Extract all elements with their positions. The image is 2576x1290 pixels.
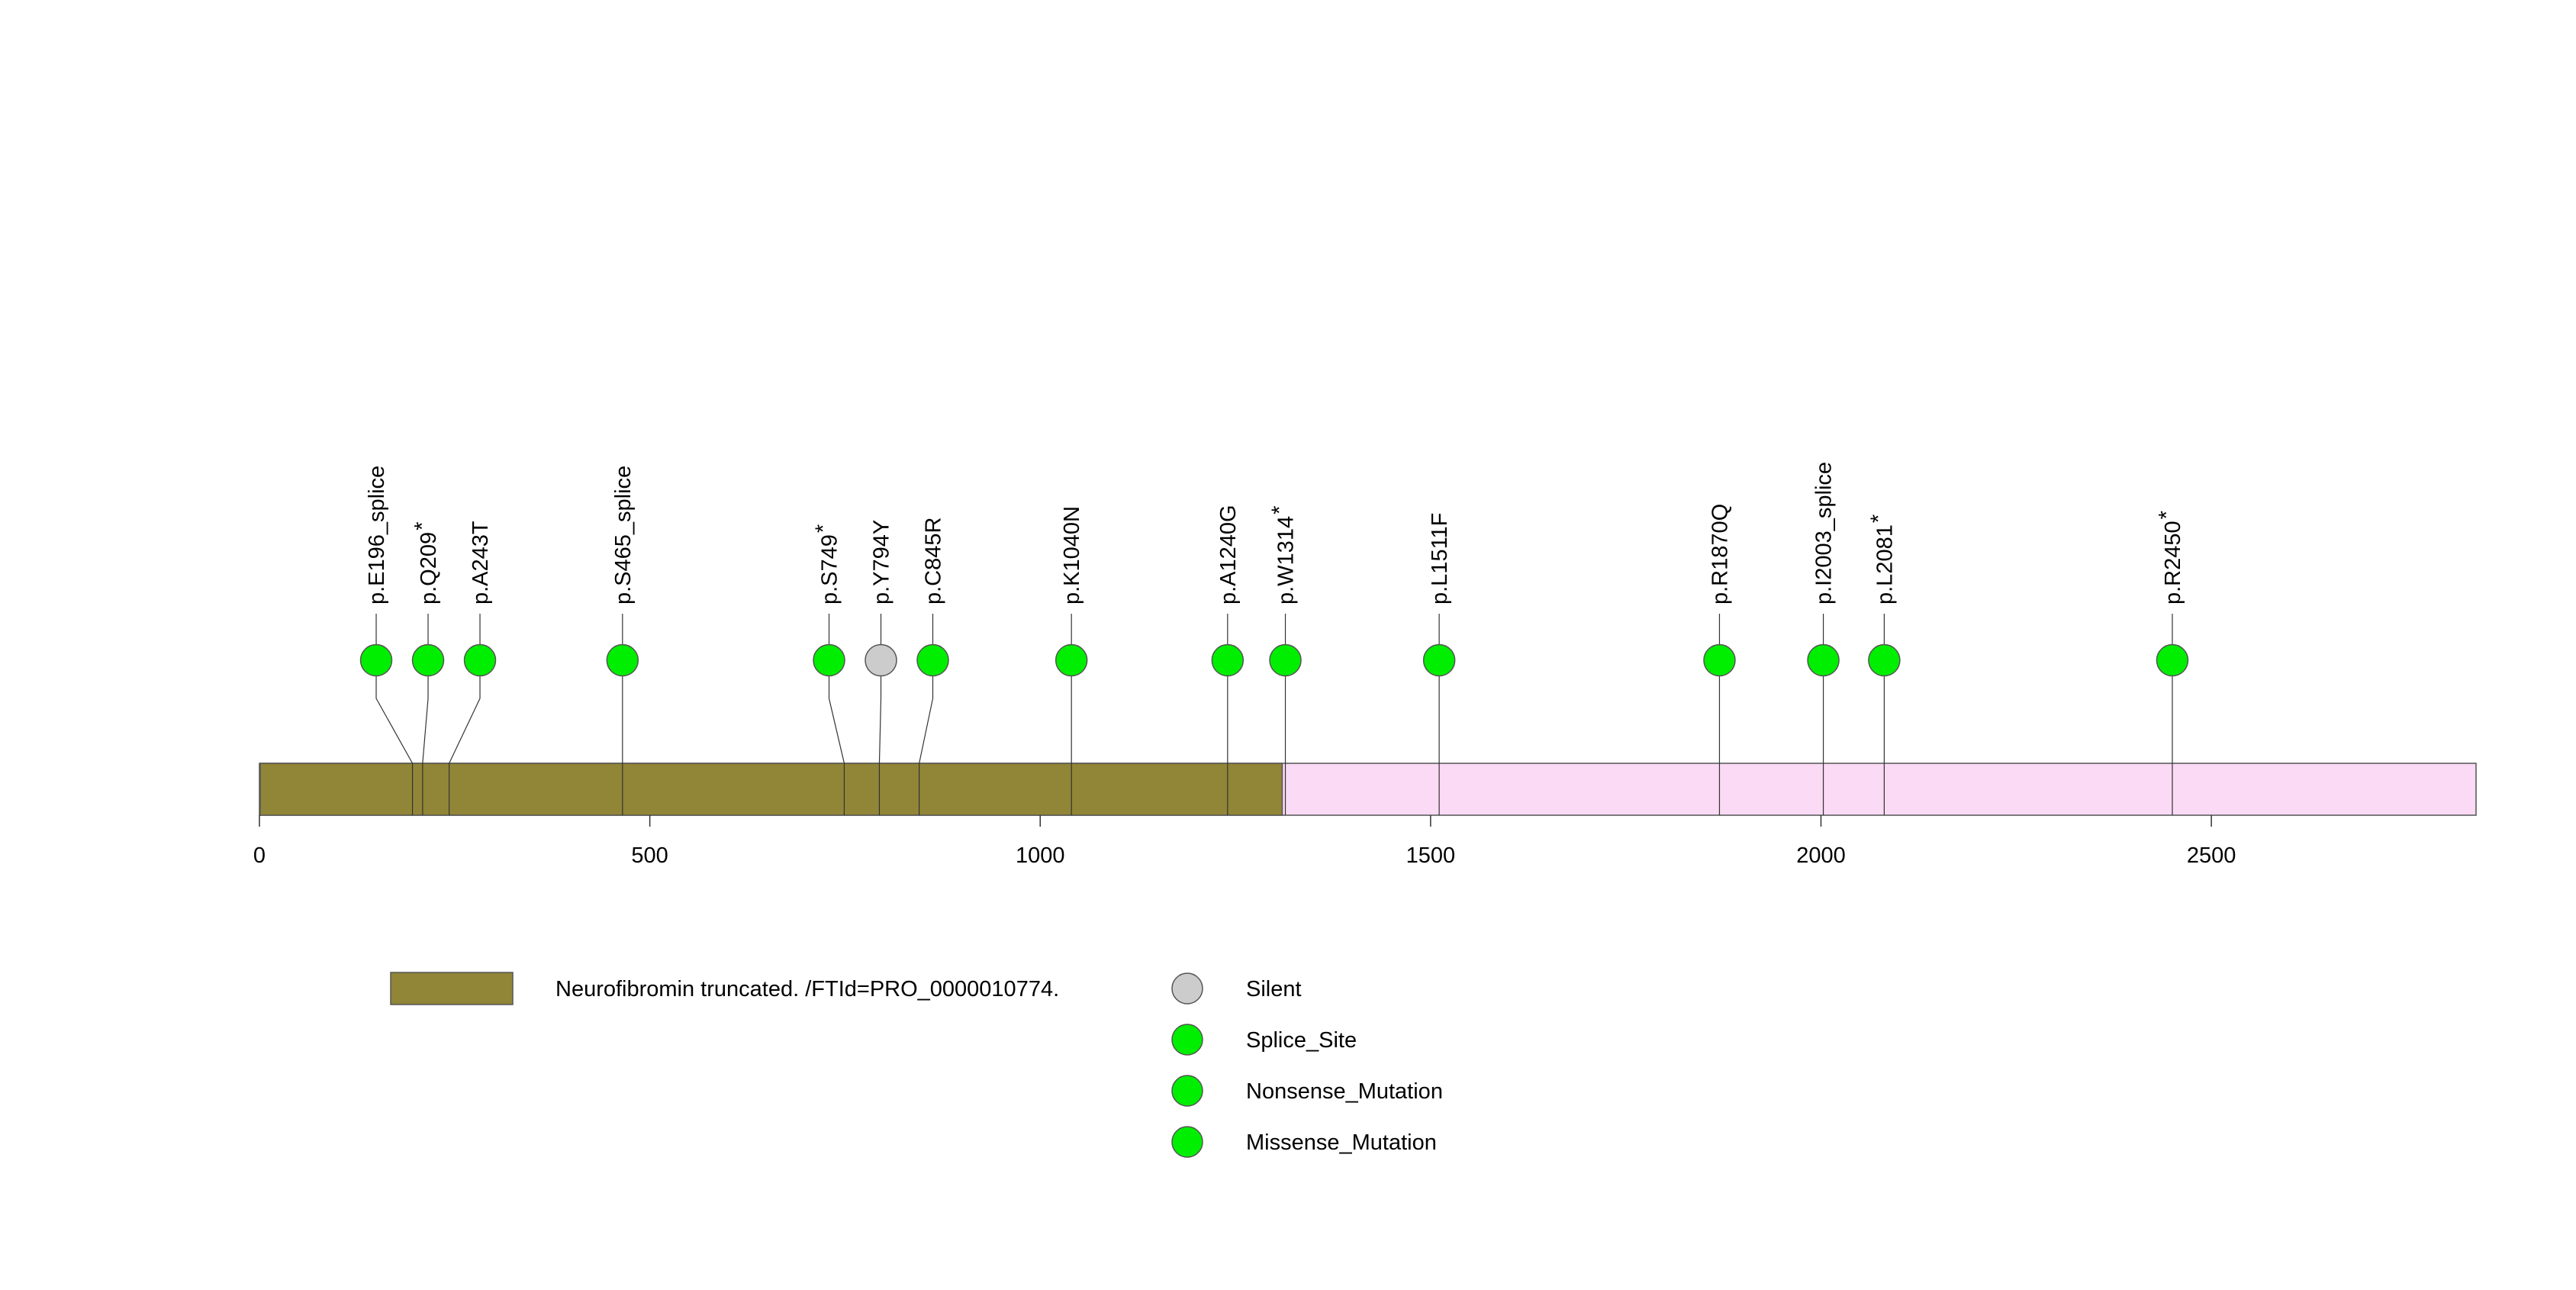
- mutation-label: p.S465_splice: [611, 466, 636, 605]
- mutation-stem: [449, 660, 481, 815]
- domain-bar: [259, 763, 1283, 816]
- mutation-label: p.L1511F: [1428, 513, 1452, 605]
- mutation-stem: [828, 660, 845, 815]
- mutation-head: [1868, 643, 1901, 677]
- legend-marker: [1171, 972, 1203, 1005]
- mutation-label: p.Q209*: [411, 522, 441, 605]
- mutation-stem: [375, 660, 414, 815]
- legend-item: Silent: [1171, 972, 1302, 1005]
- legend-label: Splice_Site: [1246, 1028, 1357, 1053]
- legend-item: Splice_Site: [1171, 1024, 1357, 1056]
- x-tick-label: 0: [253, 843, 266, 868]
- mutation-head: [1703, 643, 1736, 677]
- legend-label: Nonsense_Mutation: [1246, 1079, 1443, 1104]
- mutation-lollipop: p.R1870Q: [1703, 504, 1736, 815]
- legend-marker: [1171, 1075, 1203, 1107]
- nonsense-marker: *: [1268, 506, 1293, 514]
- mutation-lollipop: p.A1240G: [1211, 505, 1245, 815]
- legend-domain-swatch: [390, 972, 514, 1005]
- x-tick-label: 1500: [1406, 843, 1456, 868]
- mutation-head: [1211, 643, 1245, 677]
- x-tick-label: 1000: [1016, 843, 1065, 868]
- x-tick-label: 2000: [1796, 843, 1846, 868]
- mutation-lollipop: p.L1511F: [1422, 513, 1456, 815]
- mutation-head: [1055, 643, 1088, 677]
- mutation-label: p.A243T: [469, 521, 493, 605]
- mutation-head: [359, 643, 393, 677]
- mutation-lollipop: p.C845R: [916, 518, 949, 815]
- mutation-head: [813, 643, 845, 677]
- mutation-label: p.E196_splice: [365, 466, 389, 605]
- mutation-lollipop: p.A243T: [449, 521, 497, 815]
- nonsense-marker: *: [411, 522, 435, 531]
- mutation-head: [1807, 643, 1840, 677]
- nonsense-marker: *: [812, 524, 836, 533]
- mutation-lollipop: p.Y794Y: [865, 520, 897, 815]
- legend-item: Nonsense_Mutation: [1171, 1075, 1443, 1107]
- mutation-label: p.L2081*: [1866, 514, 1897, 605]
- mutation-head: [2156, 643, 2189, 677]
- legend-domain-label: Neurofibromin truncated. /FTId=PRO_00000…: [555, 977, 1059, 1001]
- protein-track: [259, 763, 2477, 816]
- mutation-head: [865, 643, 897, 677]
- x-axis: 0 500 1000 1500 2000 2500: [253, 815, 2236, 868]
- mutation-head: [411, 643, 445, 677]
- mutation-head: [1422, 643, 1456, 677]
- x-tick-label: 500: [631, 843, 668, 868]
- mutation-label: p.R1870Q: [1708, 504, 1732, 605]
- legend: Neurofibromin truncated. /FTId=PRO_00000…: [390, 972, 1443, 1158]
- mutation-lollipops: p.E196_splice p.Q209* p.A243T p.S465_splice…: [359, 462, 2189, 815]
- legend-items: Silent Splice_Site Nonsense_Mutation Missen…: [1171, 972, 1443, 1158]
- mutation-label: p.I2003_splice: [1812, 462, 1837, 605]
- legend-marker: [1171, 1126, 1203, 1158]
- mutation-label: p.S749*: [812, 524, 842, 605]
- mutation-head: [916, 643, 949, 677]
- mutation-head: [1269, 643, 1302, 677]
- mutation-label: p.A1240G: [1216, 505, 1241, 605]
- legend-item: Missense_Mutation: [1171, 1126, 1437, 1158]
- legend-label: Missense_Mutation: [1246, 1130, 1437, 1155]
- mutation-stem: [919, 660, 934, 815]
- mutation-head: [463, 643, 497, 677]
- mutation-lollipop: p.I2003_splice: [1807, 462, 1840, 815]
- legend-label: Silent: [1246, 977, 1302, 1001]
- mutation-lollipop: p.K1040N: [1055, 506, 1088, 815]
- mutation-label: p.R2450*: [2155, 511, 2185, 605]
- nonsense-marker: *: [2155, 511, 2179, 519]
- mutation-lollipop: p.E196_splice: [359, 466, 414, 815]
- mutation-label: p.K1040N: [1060, 506, 1084, 605]
- nonsense-marker: *: [1866, 514, 1891, 523]
- mutation-stem: [422, 660, 429, 815]
- mutation-label: p.W1314*: [1268, 506, 1299, 605]
- mutation-label: p.C845R: [922, 518, 946, 605]
- mutation-lollipop: p.S465_splice: [606, 466, 639, 815]
- mutation-label: p.Y794Y: [870, 520, 894, 605]
- x-tick-label: 2500: [2187, 843, 2236, 868]
- mutation-head: [606, 643, 639, 677]
- legend-marker: [1171, 1024, 1203, 1056]
- mutation-stem: [878, 660, 882, 815]
